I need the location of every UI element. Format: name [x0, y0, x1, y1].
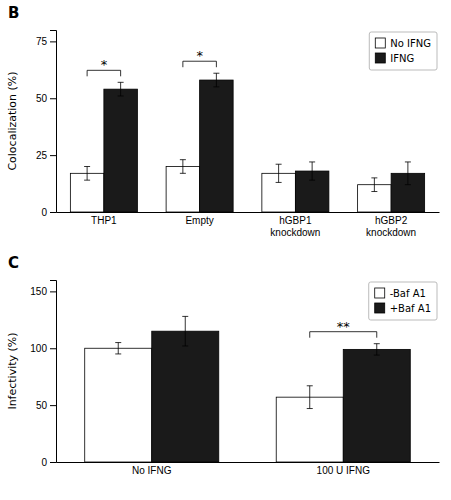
error-bar [115, 343, 121, 354]
bar [85, 348, 152, 462]
marks [85, 316, 411, 462]
y-tick-label: 0 [41, 207, 47, 218]
x-tick-label: Empty [185, 215, 213, 226]
y-tick-mark [50, 212, 56, 213]
y-tick: 0 [41, 457, 56, 468]
x-tick: hGBP1knockdown [270, 215, 320, 238]
error-bar [84, 167, 90, 181]
y-tick: 0 [41, 207, 56, 218]
y-tick-label: 75 [36, 36, 48, 47]
x-tick: hGBP2knockdown [366, 215, 416, 238]
series [152, 316, 411, 462]
error-bar [276, 164, 282, 182]
y-tick-label: 50 [36, 93, 48, 104]
figure: 0 25 50 75 THP1 Empty hGBP1knockdown hGBP2knock… [0, 0, 451, 500]
y-tick: 25 [36, 150, 56, 161]
y-tick: 75 [36, 36, 56, 47]
marks [70, 73, 424, 212]
y-tick: 150 [30, 286, 56, 297]
y-tick-mark [50, 41, 56, 42]
y-tick-mark [50, 462, 56, 463]
x-tick-label: THP1 [91, 215, 117, 226]
error-bar [309, 162, 315, 180]
x-axis-line [57, 212, 440, 213]
plot-area: 0 50 100 150 No IFNG 100 U IFNG Infectivity (%… [6, 281, 440, 477]
error-bar [405, 162, 411, 185]
y-axis-title: Colocalization (%) [6, 71, 19, 170]
error-bar [307, 386, 313, 409]
panel-title: C [8, 254, 19, 272]
legend-swatch [375, 53, 385, 63]
y-tick-mark [50, 405, 56, 406]
series [104, 73, 425, 212]
x-axis-line [57, 462, 440, 463]
x-tick-label: 100 U IFNG [317, 465, 371, 476]
annotation: * [196, 48, 203, 63]
annotation: * [101, 57, 108, 72]
legend-swatch [375, 303, 385, 313]
x-tick-label: hGBP2knockdown [366, 215, 416, 238]
x-axis: No IFNG 100 U IFNG [57, 463, 440, 477]
x-axis: THP1 Empty hGBP1knockdown hGBP2knockdown [57, 213, 440, 238]
panel: 0 50 100 150 No IFNG 100 U IFNG Infectivity (%… [6, 254, 440, 476]
y-tick-label: 25 [36, 150, 48, 161]
bar [104, 89, 138, 212]
legend-label: No IFNG [390, 38, 431, 49]
y-axis: 0 50 100 150 [30, 281, 56, 468]
y-tick-label: 0 [41, 457, 47, 468]
legend-swatch [375, 38, 385, 48]
y-tick: 50 [36, 400, 56, 411]
legend-frame [369, 282, 437, 320]
x-tick-label: No IFNG [132, 465, 172, 476]
y-tick-mark [50, 348, 56, 349]
x-tick: No IFNG [132, 465, 172, 476]
error-bar [180, 160, 186, 174]
legend-frame [369, 32, 437, 70]
error-bar [182, 316, 188, 346]
legend: No IFNG IFNG [369, 32, 437, 70]
x-tick: Empty [185, 215, 213, 226]
y-axis-line [50, 31, 57, 213]
legend-label: IFNG [390, 53, 414, 64]
bar [343, 349, 410, 462]
panel: 0 25 50 75 THP1 Empty hGBP1knockdown hGBP2knock… [6, 4, 440, 238]
y-axis-line [50, 281, 57, 463]
y-tick-label: 100 [30, 343, 47, 354]
y-axis: 0 25 50 75 [36, 31, 57, 218]
annotation: ** [337, 319, 351, 334]
y-tick: 100 [30, 343, 56, 354]
y-tick-mark [50, 98, 56, 99]
y-tick: 50 [36, 93, 56, 104]
error-bar [118, 82, 124, 96]
error-bar [213, 73, 219, 87]
x-tick-label: hGBP1knockdown [270, 215, 320, 238]
plot-area: 0 25 50 75 THP1 Empty hGBP1knockdown hGBP2knock… [6, 31, 440, 238]
error-bar [374, 344, 380, 355]
legend-label: +Baf A1 [390, 303, 431, 314]
x-tick: THP1 [91, 215, 117, 226]
y-tick-mark [50, 155, 56, 156]
panel-title: B [8, 4, 19, 22]
bar [152, 331, 219, 462]
y-tick-mark [50, 291, 56, 292]
legend-label: -Baf A1 [390, 288, 426, 299]
error-bar [371, 178, 377, 192]
legend-swatch [375, 288, 385, 298]
y-axis-title: Infectivity (%) [6, 332, 19, 409]
y-tick-label: 150 [30, 286, 47, 297]
legend: -Baf A1 +Baf A1 [369, 282, 437, 320]
x-tick: 100 U IFNG [317, 465, 371, 476]
bar [200, 80, 234, 212]
y-tick-label: 50 [36, 400, 48, 411]
